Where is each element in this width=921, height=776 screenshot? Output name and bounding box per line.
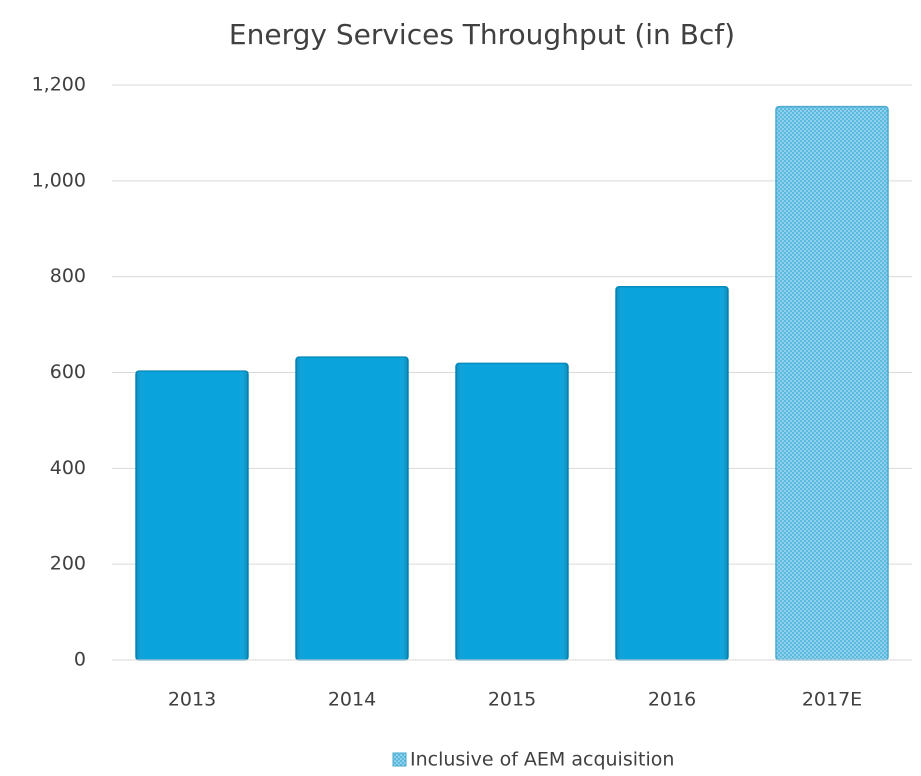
y-tick-label: 1,200 (32, 74, 86, 96)
x-tick-label: 2015 (488, 689, 536, 711)
y-tick-label: 400 (50, 457, 86, 479)
chart-title: Energy Services Throughput (in Bcf) (229, 18, 735, 51)
y-tick-label: 1,000 (32, 169, 86, 191)
legend-label: Inclusive of AEM acquisition (410, 749, 674, 771)
y-tick-label: 800 (50, 265, 86, 287)
y-tick-label: 600 (50, 361, 86, 383)
x-tick-label: 2014 (328, 689, 376, 711)
x-tick-label: 2013 (168, 689, 216, 711)
x-tick-label: 2017E (802, 689, 862, 711)
legend-swatch (392, 752, 407, 767)
y-tick-label: 200 (50, 553, 86, 575)
bar (775, 105, 889, 661)
bar-shade (456, 363, 568, 660)
x-tick-label: 2016 (648, 689, 696, 711)
bar-shade (616, 286, 728, 660)
bar-shade (296, 357, 408, 660)
y-tick-label: 0 (74, 649, 86, 671)
bar-shade (136, 371, 248, 660)
